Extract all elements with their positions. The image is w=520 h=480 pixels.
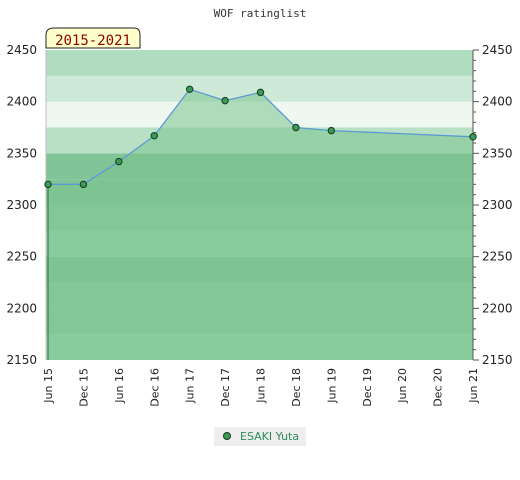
x-tick-label: Dec 17 [219, 368, 232, 407]
x-tick-label: Jun 18 [255, 368, 268, 404]
data-point-jun-16 [115, 157, 123, 166]
right-y-axis: 2150 2200 2250 2300 2350 2400 2450 [472, 43, 513, 367]
data-point-jun-17 [185, 85, 194, 93]
rating-line [47, 88, 474, 360]
year-range-label: 2015-2021 [55, 33, 131, 49]
data-point-dec-15 [79, 180, 88, 189]
x-tick-label: Dec 19 [361, 368, 374, 407]
left-tick-label: 2450 [6, 43, 37, 57]
data-point-dec-18 [292, 123, 300, 132]
left-tick-label: 2200 [6, 301, 37, 315]
left-tick-label: 2300 [6, 198, 37, 212]
legend: ESAKI Yuta [214, 427, 306, 446]
x-tick-label: Jun 19 [325, 368, 338, 404]
left-tick-label: 2400 [6, 95, 37, 109]
data-point-dec-16 [150, 132, 158, 140]
year-range-badge: 2015-2021 [45, 27, 141, 49]
x-tick-label: Jun 16 [113, 368, 126, 404]
x-tick-label: Jun 21 [467, 368, 480, 404]
legend-marker [223, 432, 231, 440]
x-tick-label: Jun 17 [184, 368, 197, 404]
right-tick-label: 2200 [482, 301, 513, 315]
data-point-jun-21 [469, 133, 477, 141]
x-tick-label: Dec 18 [290, 368, 303, 407]
legend-label: ESAKI Yuta [240, 430, 299, 443]
right-tick-label: 2150 [482, 353, 513, 367]
x-tick-label: Jun 15 [42, 368, 55, 404]
data-point-jun-19 [327, 126, 336, 135]
right-tick-label: 2400 [482, 95, 513, 109]
data-point-dec-17 [221, 96, 229, 105]
right-tick-label: 2300 [482, 198, 513, 212]
data-point-jun-18 [256, 88, 265, 97]
area-fill [48, 89, 473, 361]
x-tick-label: Jun 20 [396, 368, 409, 404]
right-tick-label: 2250 [482, 250, 513, 264]
x-axis: Jun 15 Dec 15 Jun 16 Dec 16 Jun 17 Dec 17 Jun … [42, 368, 480, 407]
data-points [44, 85, 477, 189]
x-tick-label: Dec 15 [77, 368, 90, 407]
data-point-jun-15 [44, 180, 52, 189]
right-tick-label: 2350 [482, 146, 513, 160]
right-tick-label: 2450 [482, 43, 513, 57]
left-y-axis: 2150 2200 2250 2300 2350 2400 2450 [6, 43, 47, 367]
rating-area [48, 89, 473, 361]
x-tick-label: Dec 20 [432, 368, 445, 407]
left-tick-label: 2250 [6, 250, 37, 264]
x-tick-label: Dec 16 [148, 368, 161, 407]
left-tick-label: 2350 [6, 146, 37, 160]
chart-title: WOF ratinglist [214, 7, 307, 20]
grid-band [46, 50, 473, 76]
series-line [48, 88, 474, 185]
left-tick-label: 2150 [6, 353, 37, 367]
